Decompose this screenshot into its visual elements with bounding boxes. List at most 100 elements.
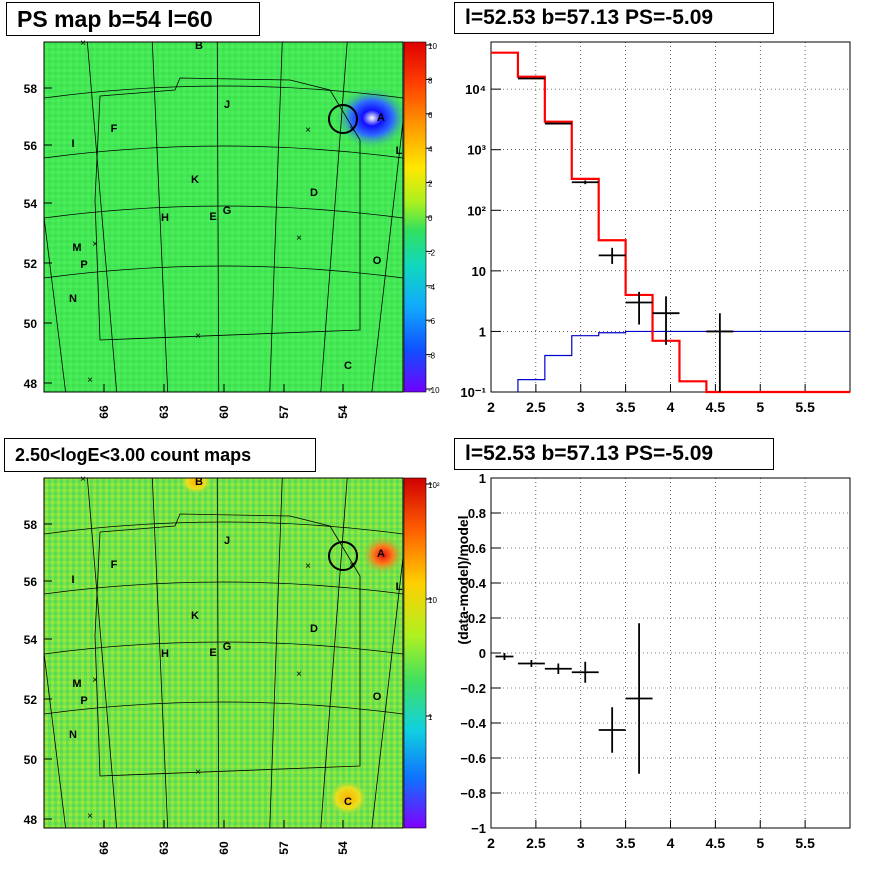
- map-longitude-line: [151, 478, 169, 828]
- spectrum-model-line: [491, 51, 850, 394]
- residual-y-tick-label: −0.8: [460, 786, 486, 801]
- map-cross-marker: ×: [92, 239, 98, 250]
- map-longitude-line: [86, 478, 118, 828]
- colorbar-tick-label: -2: [428, 248, 436, 257]
- residual-y-tick-label: −0.6: [460, 751, 486, 766]
- map-lon-tick-label: 63: [157, 841, 171, 855]
- spectrum-x-tick-label: 2.5: [526, 399, 546, 415]
- residual-title: l=52.53 b=57.13 PS=-5.09: [454, 438, 774, 470]
- residual-y-tick-label: 0.4: [468, 576, 487, 591]
- map-cross-marker: ×: [305, 561, 311, 572]
- map-source-label-a: A: [377, 548, 385, 560]
- residual-y-tick-label: −0.2: [460, 681, 486, 696]
- colorbar-tick-label: -8: [428, 352, 436, 361]
- map-source-label-b: B: [195, 40, 203, 52]
- residual-x-tick-label: 2.5: [526, 835, 546, 851]
- map-cross-marker: ×: [87, 375, 93, 386]
- count-map-source-markers: × × × × × × ×: [80, 474, 355, 822]
- map-lat-tick-label: 58: [24, 82, 38, 96]
- map-longitude-line: [371, 554, 403, 828]
- count-map-source-a-blob: [361, 535, 403, 575]
- residual-x-tick-label: 4: [667, 835, 675, 851]
- map-lon-tick-label: 54: [336, 405, 350, 419]
- map-cross-marker: ×: [87, 811, 93, 822]
- map-source-label-k: K: [191, 174, 199, 186]
- map-cross-marker: ×: [349, 560, 355, 571]
- map-lat-tick-label: 52: [24, 693, 38, 707]
- colorbar-tick-label: 8: [428, 76, 433, 85]
- map-latitude-line: [44, 26, 403, 38]
- ps-map-colorbar: [403, 41, 427, 393]
- colorbar-tick-label: 2: [428, 180, 433, 189]
- map-longitude-line: [44, 649, 66, 828]
- map-source-label-b: B: [195, 476, 203, 488]
- residual-series: [495, 623, 653, 774]
- map-longitude-line: [371, 118, 403, 392]
- map-source-label-f: F: [111, 123, 118, 135]
- map-cross-marker: ×: [92, 675, 98, 686]
- map-source-label-g: G: [223, 205, 232, 217]
- map-latitude-line: [44, 462, 403, 474]
- map-longitude-line: [44, 213, 66, 392]
- map-source-label-c: C: [344, 796, 352, 808]
- map-source-label-l: L: [396, 581, 403, 593]
- ps-map-deficit-blob: [334, 86, 403, 150]
- map-source-label-i: I: [71, 574, 74, 586]
- map-source-label-p: P: [80, 259, 87, 271]
- map-lon-tick-label: 66: [97, 405, 111, 419]
- colorbar-tick-label: 6: [428, 111, 433, 120]
- count-map-colorbar: [403, 477, 427, 829]
- colorbar-tick-label: 4: [428, 145, 433, 154]
- map-lon-tick-label: 63: [157, 405, 171, 419]
- map-lat-tick-label: 56: [24, 575, 38, 589]
- map-lon-tick-label: 57: [277, 405, 291, 419]
- map-latitude-line: [44, 701, 403, 715]
- map-source-label-m: M: [72, 678, 81, 690]
- map-source-label-j: J: [224, 99, 230, 111]
- ps-map-selection-circle: [328, 104, 358, 134]
- map-source-label-f: F: [111, 559, 118, 571]
- map-source-label-e: E: [209, 211, 216, 223]
- map-latitude-line: [44, 641, 403, 655]
- colorbar-tick-label: -4: [428, 283, 436, 292]
- map-lon-tick-label: 60: [217, 841, 231, 855]
- count-map-source-c-blob: [328, 780, 368, 816]
- map-source-label-d: D: [310, 623, 318, 635]
- map-region-boundary: [94, 513, 361, 777]
- residual-x-tick-label: 4.5: [706, 835, 726, 851]
- residual-y-tick-label: 0.8: [468, 506, 486, 521]
- map-source-label-i: I: [71, 138, 74, 150]
- residual-x-tick-label: 5: [756, 835, 764, 851]
- map-latitude-line: [44, 145, 403, 159]
- map-lon-tick-label: 54: [336, 841, 350, 855]
- map-region-boundary: [94, 77, 361, 341]
- colorbar-tick-label: 0: [428, 214, 433, 223]
- spectrum-x-tick-label: 4.5: [706, 399, 726, 415]
- map-source-label-o: O: [373, 691, 382, 703]
- spectrum-y-tick-label: 10²: [467, 203, 486, 218]
- residual-y-tick-label: 0: [479, 646, 486, 661]
- map-source-label-k: K: [191, 610, 199, 622]
- map-source-label-e: E: [209, 647, 216, 659]
- map-latitude-line: [44, 205, 403, 219]
- map-source-label-o: O: [373, 255, 382, 267]
- residual-y-tick-label: −1: [471, 821, 486, 836]
- map-source-label-m: M: [72, 242, 81, 254]
- map-cross-marker: ×: [195, 331, 201, 342]
- ps-map-axes: 48 50 52 54 56 58 66 63 60 57 54: [24, 82, 350, 419]
- residual-y-tick-label: 1: [479, 471, 486, 486]
- residual-y-tick-label: 0.2: [468, 611, 486, 626]
- count-map-coordinate-grid: [44, 462, 403, 828]
- colorbar-tick-label: -10: [428, 386, 440, 395]
- map-lat-tick-label: 50: [24, 753, 38, 767]
- map-cross-marker: ×: [349, 124, 355, 135]
- spectrum-y-tick-label: 1: [479, 324, 486, 339]
- spectrum-axes: 2 2.5 3 3.5 4 4.5 5 5.5 10⁻¹ 1 10 10² 10³ 10⁴: [460, 82, 815, 415]
- colorbar-tick-label: 10: [428, 596, 437, 605]
- map-source-label-h: H: [161, 648, 169, 660]
- map-cross-marker: ×: [80, 38, 86, 49]
- map-cross-marker: ×: [296, 233, 302, 244]
- residual-y-tick-label: −0.4: [460, 716, 486, 731]
- spectrum-x-tick-label: 5: [756, 399, 764, 415]
